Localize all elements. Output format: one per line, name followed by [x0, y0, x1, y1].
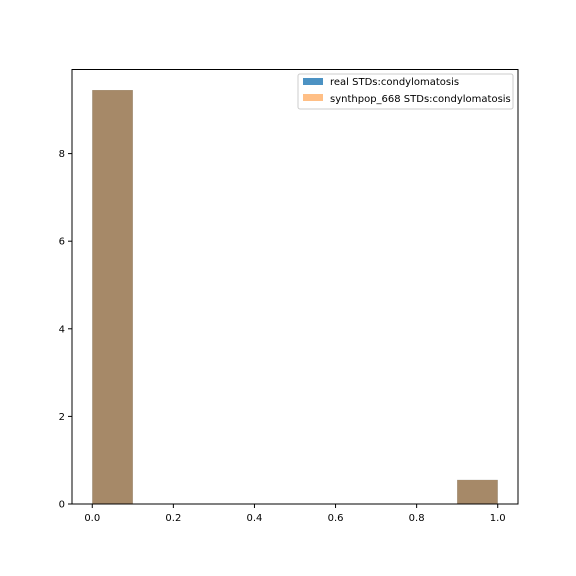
y-tick-label: 0 — [59, 500, 65, 511]
bar-series1-bin1 — [457, 479, 498, 504]
plot-frame — [71, 69, 519, 505]
x-tick-label: 0.0 — [84, 513, 100, 524]
x-tick-label: 0.6 — [328, 513, 344, 524]
legend-box — [297, 73, 514, 110]
y-axis: 0 2 4 6 8 — [59, 149, 72, 511]
legend-swatch-synthpop — [303, 94, 323, 101]
x-tick-label: 1.0 — [490, 513, 506, 524]
y-tick-label: 4 — [59, 324, 65, 335]
legend: real STDs:condylomatosis synthpop_668 ST… — [297, 73, 514, 110]
x-tick-label: 0.4 — [247, 513, 263, 524]
x-tick-label: 0.8 — [409, 513, 425, 524]
legend-label-real: real STDs:condylomatosis — [330, 77, 459, 88]
x-tick-label: 0.2 — [165, 513, 181, 524]
x-axis: 0.0 0.2 0.4 0.6 0.8 1.0 — [84, 504, 506, 524]
y-tick-label: 8 — [59, 149, 65, 160]
y-tick-label: 2 — [59, 412, 65, 423]
bar-series1-bin0 — [92, 90, 133, 505]
legend-label-synthpop: synthpop_668 STDs:condylomatosis — [330, 94, 511, 105]
legend-swatch-real — [303, 78, 323, 85]
bars-layer — [92, 90, 498, 505]
y-tick-label: 6 — [59, 237, 65, 248]
